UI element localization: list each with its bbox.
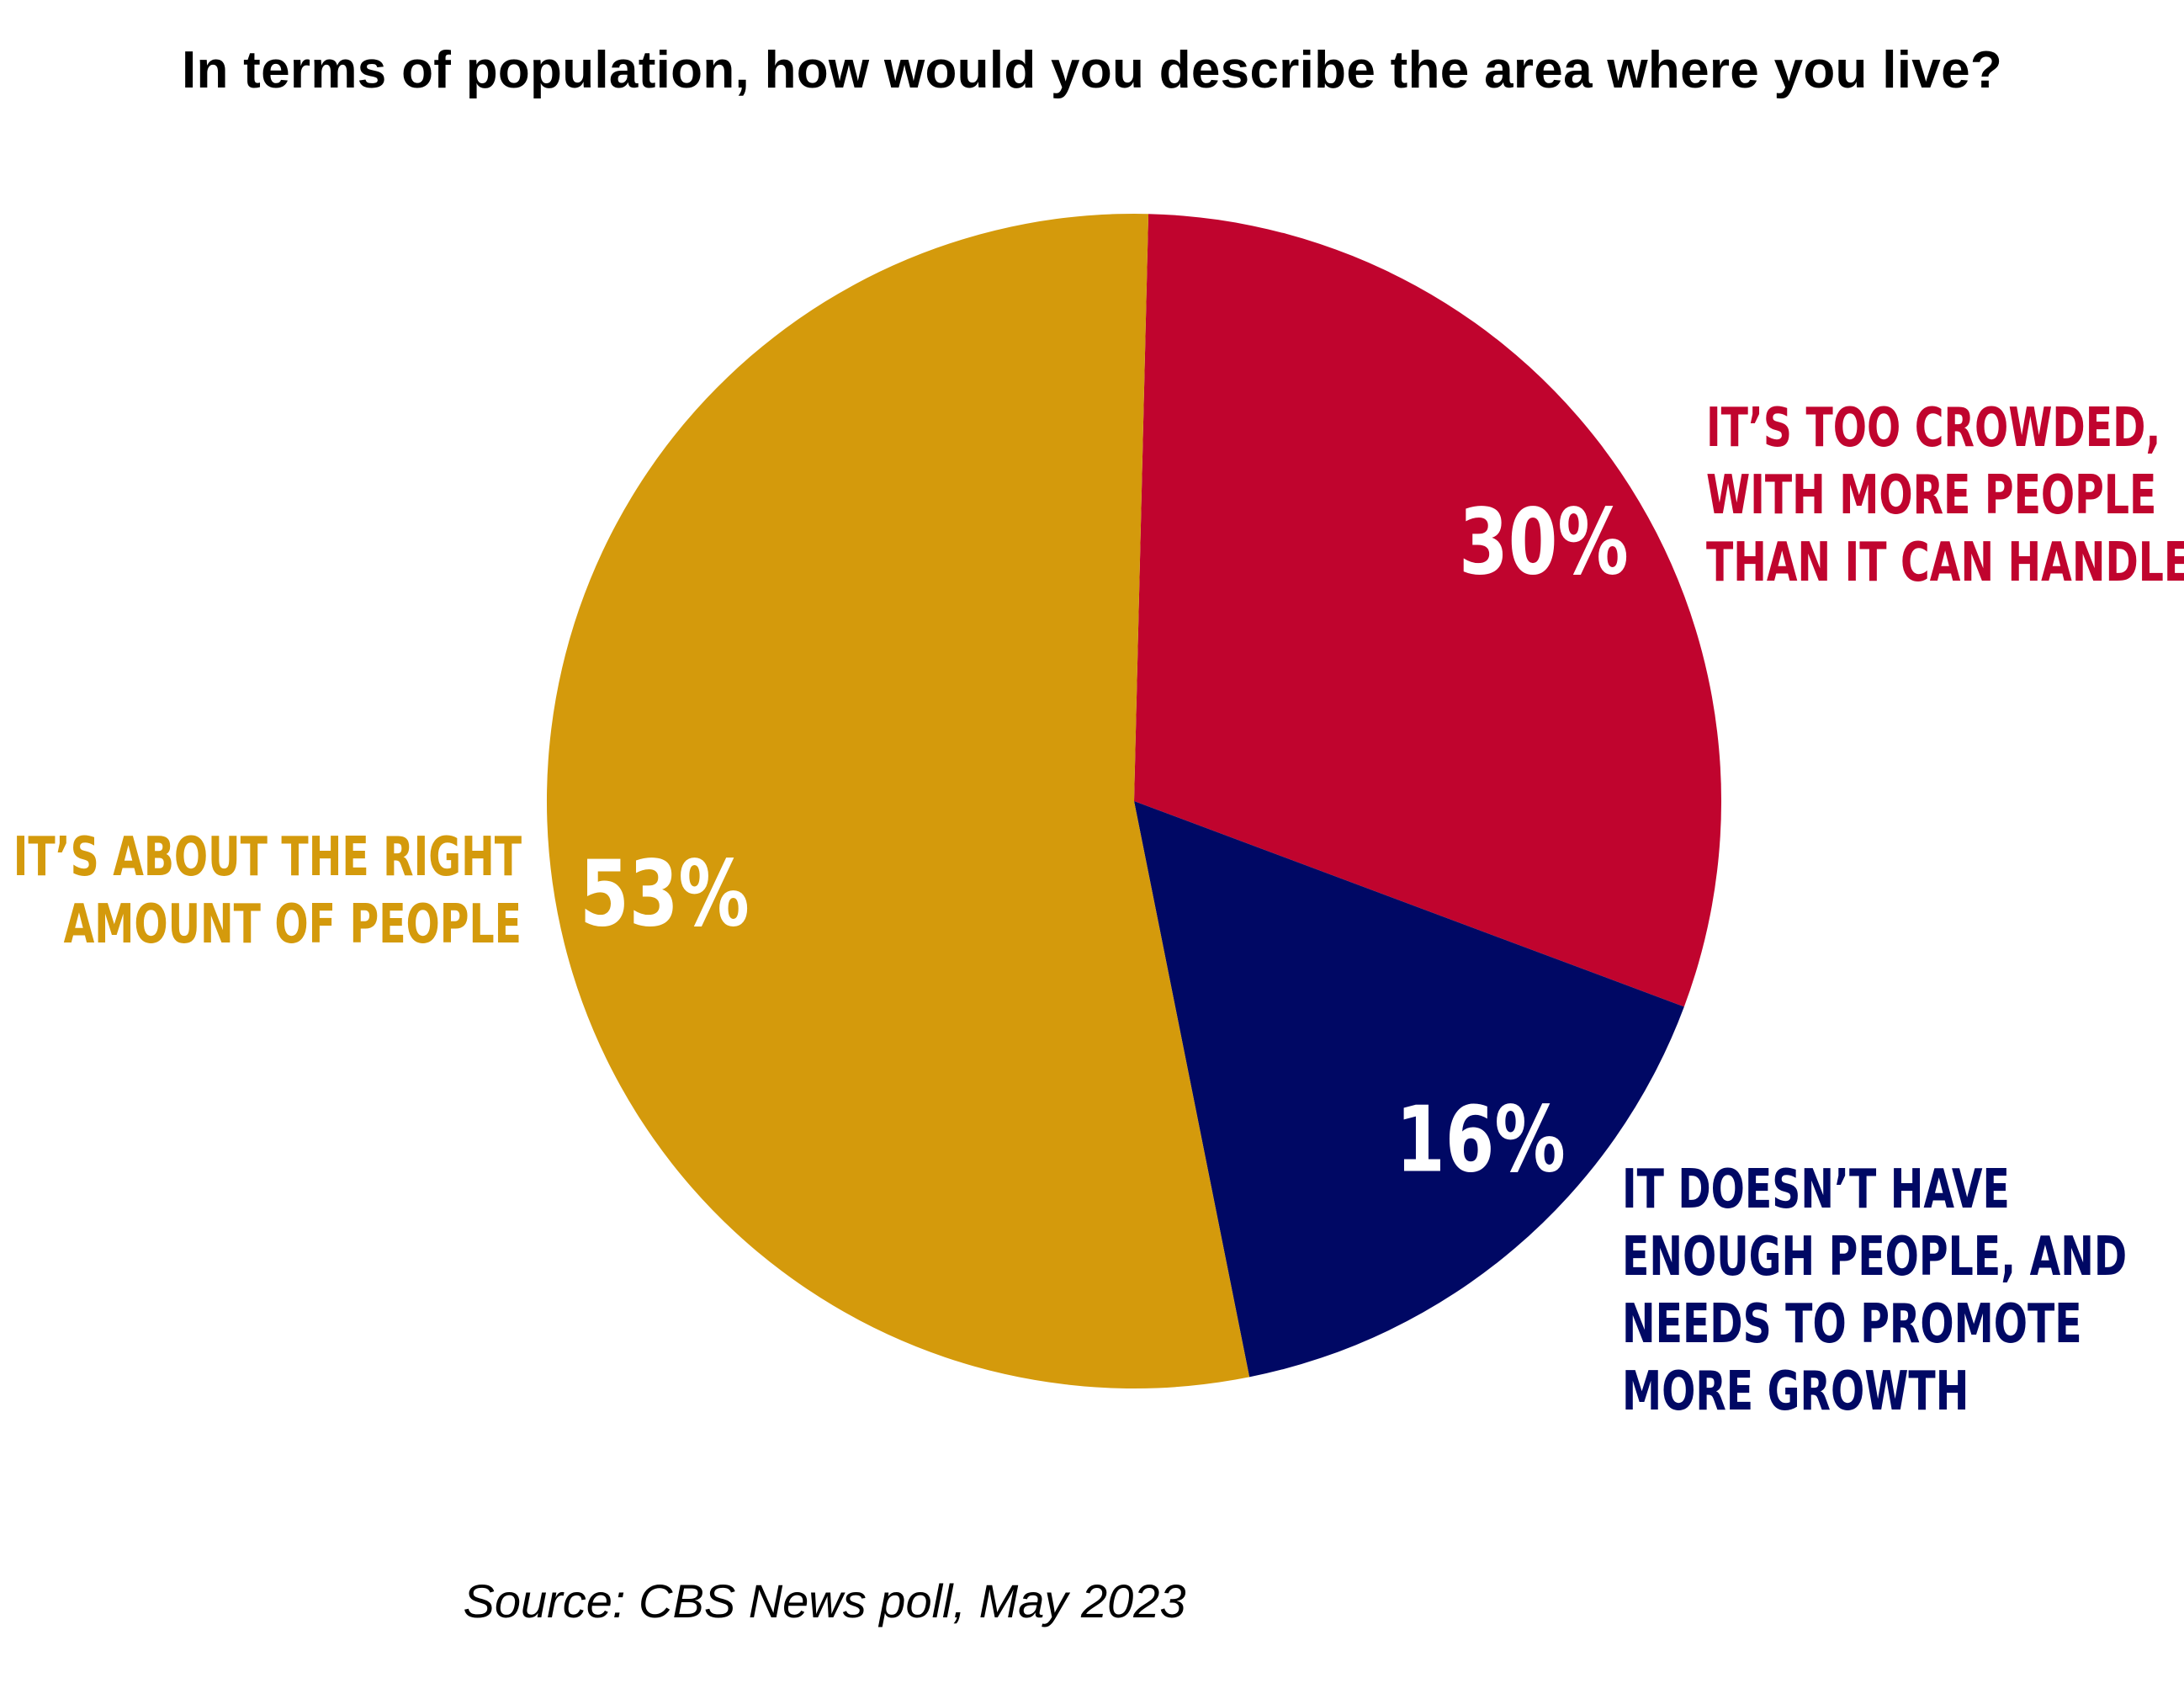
slice-value-label: 30% [1459, 489, 1629, 595]
slice-category-label: IT’S ABOUT THE RIGHT AMOUNT OF PEOPLE [13, 826, 522, 956]
slice-value-label: 16% [1396, 1086, 1566, 1192]
slice-category-label: IT DOESN’T HAVE ENOUGH PEOPLE, AND NEEDS T… [1622, 1159, 2127, 1423]
source-note: Source: CBS News poll, May 2023 [463, 1574, 1186, 1627]
slice-category-label-line: AMOUNT OF PEOPLE [64, 894, 522, 956]
pie-slice [546, 214, 1250, 1389]
slice-category-label-line: ENOUGH PEOPLE, AND [1622, 1226, 2127, 1288]
chart-title: In terms of population, how would you de… [181, 41, 2003, 99]
pie-slice [1134, 214, 1722, 1007]
slice-category-label-line: WITH MORE PEOPLE [1706, 465, 2156, 527]
slice-category-label-line: IT’S ABOUT THE RIGHT [13, 826, 522, 889]
slice-category-label-line: THAN IT CAN HANDLE [1706, 532, 2184, 594]
slice-category-label-line: MORE GROWTH [1622, 1361, 1969, 1423]
slice-category-label: IT’S TOO CROWDED, WITH MORE PEOPLE THAN IT… [1706, 397, 2184, 594]
slice-category-label-line: IT DOESN’T HAVE [1622, 1159, 2010, 1221]
slice-value-label: 53% [580, 841, 750, 947]
pie-slice [1134, 801, 1684, 1378]
slice-category-label-line: NEEDS TO PROMOTE [1622, 1293, 2082, 1356]
slice-category-label-line: IT’S TOO CROWDED, [1706, 397, 2160, 459]
